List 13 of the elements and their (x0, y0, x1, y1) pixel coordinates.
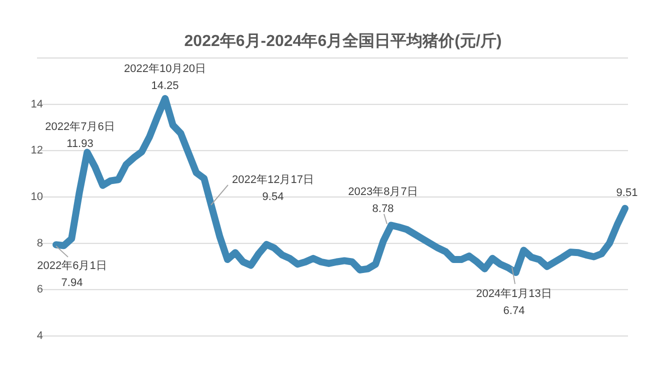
chart-title: 2022年6月-2024年6月全国日平均猪价(元/斤) (184, 32, 502, 50)
y-tick-label: 12 (30, 144, 43, 157)
annotation: 2022年10月20日 14.25 (124, 63, 206, 92)
annotation: 2024年1月13日 6.74 (476, 288, 552, 317)
annotation: 9.51 (616, 187, 638, 199)
y-tick-label: 4 (36, 330, 43, 342)
y-tick-label: 14 (30, 98, 43, 110)
y-tick-label: 10 (30, 191, 43, 203)
y-tick-label: 8 (36, 237, 43, 250)
annotation: 2022年7月6日 11.93 (45, 121, 115, 150)
annotation: 2022年12月17日 9.54 (232, 174, 314, 203)
annotation: 2023年8月7日 8.78 (348, 186, 418, 215)
y-tick-label: 6 (36, 284, 43, 296)
